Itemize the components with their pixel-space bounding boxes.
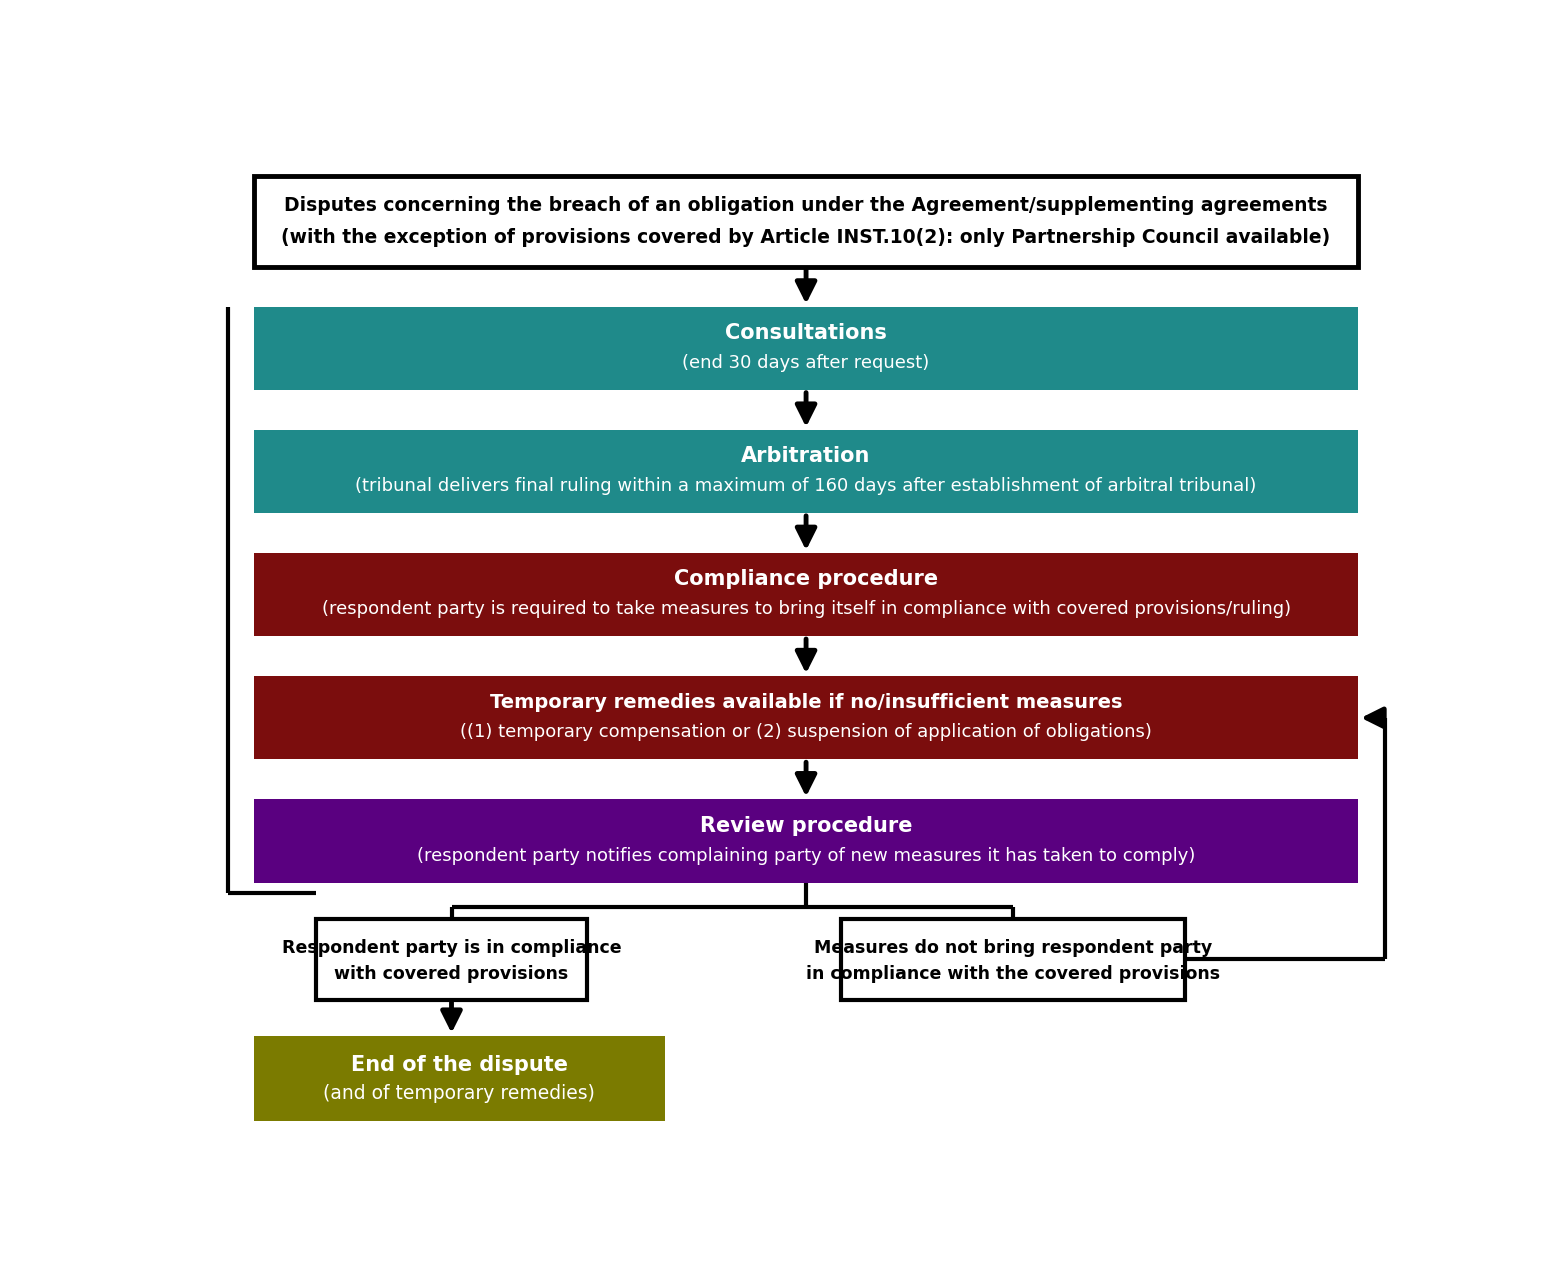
Bar: [254, 676, 1358, 759]
Text: Review procedure: Review procedure: [700, 816, 913, 835]
Bar: [254, 307, 1358, 389]
Text: (respondent party is required to take measures to bring itself in compliance wit: (respondent party is required to take me…: [321, 600, 1290, 618]
Text: (with the exception of provisions covered by Article INST.10(2): only Partnershi: (with the exception of provisions covere…: [282, 227, 1331, 247]
Bar: [254, 176, 1358, 266]
Text: Arbitration: Arbitration: [741, 446, 871, 466]
Text: Disputes concerning the breach of an obligation under the Agreement/supplementin: Disputes concerning the breach of an obl…: [285, 195, 1328, 215]
Text: (respondent party notifies complaining party of new measures it has taken to com: (respondent party notifies complaining p…: [417, 847, 1195, 865]
Text: with covered provisions: with covered provisions: [335, 965, 568, 983]
Bar: [254, 553, 1358, 636]
Bar: [841, 919, 1185, 1000]
Bar: [316, 919, 587, 1000]
Bar: [254, 1036, 664, 1121]
Text: End of the dispute: End of the dispute: [351, 1055, 568, 1076]
Bar: [254, 430, 1358, 513]
Text: (end 30 days after request): (end 30 days after request): [683, 353, 930, 371]
Text: Measures do not bring respondent party: Measures do not bring respondent party: [814, 939, 1212, 957]
Text: ((1) temporary compensation or (2) suspension of application of obligations): ((1) temporary compensation or (2) suspe…: [460, 723, 1153, 741]
Text: Compliance procedure: Compliance procedure: [673, 569, 938, 590]
Text: (and of temporary remedies): (and of temporary remedies): [323, 1085, 595, 1103]
Text: Respondent party is in compliance: Respondent party is in compliance: [282, 939, 622, 957]
Text: Consultations: Consultations: [725, 323, 886, 343]
Text: in compliance with the covered provisions: in compliance with the covered provision…: [806, 965, 1220, 983]
Bar: [254, 799, 1358, 883]
Text: (tribunal delivers final ruling within a maximum of 160 days after establishment: (tribunal delivers final ruling within a…: [355, 477, 1257, 495]
Text: Temporary remedies available if no/insufficient measures: Temporary remedies available if no/insuf…: [490, 693, 1123, 712]
